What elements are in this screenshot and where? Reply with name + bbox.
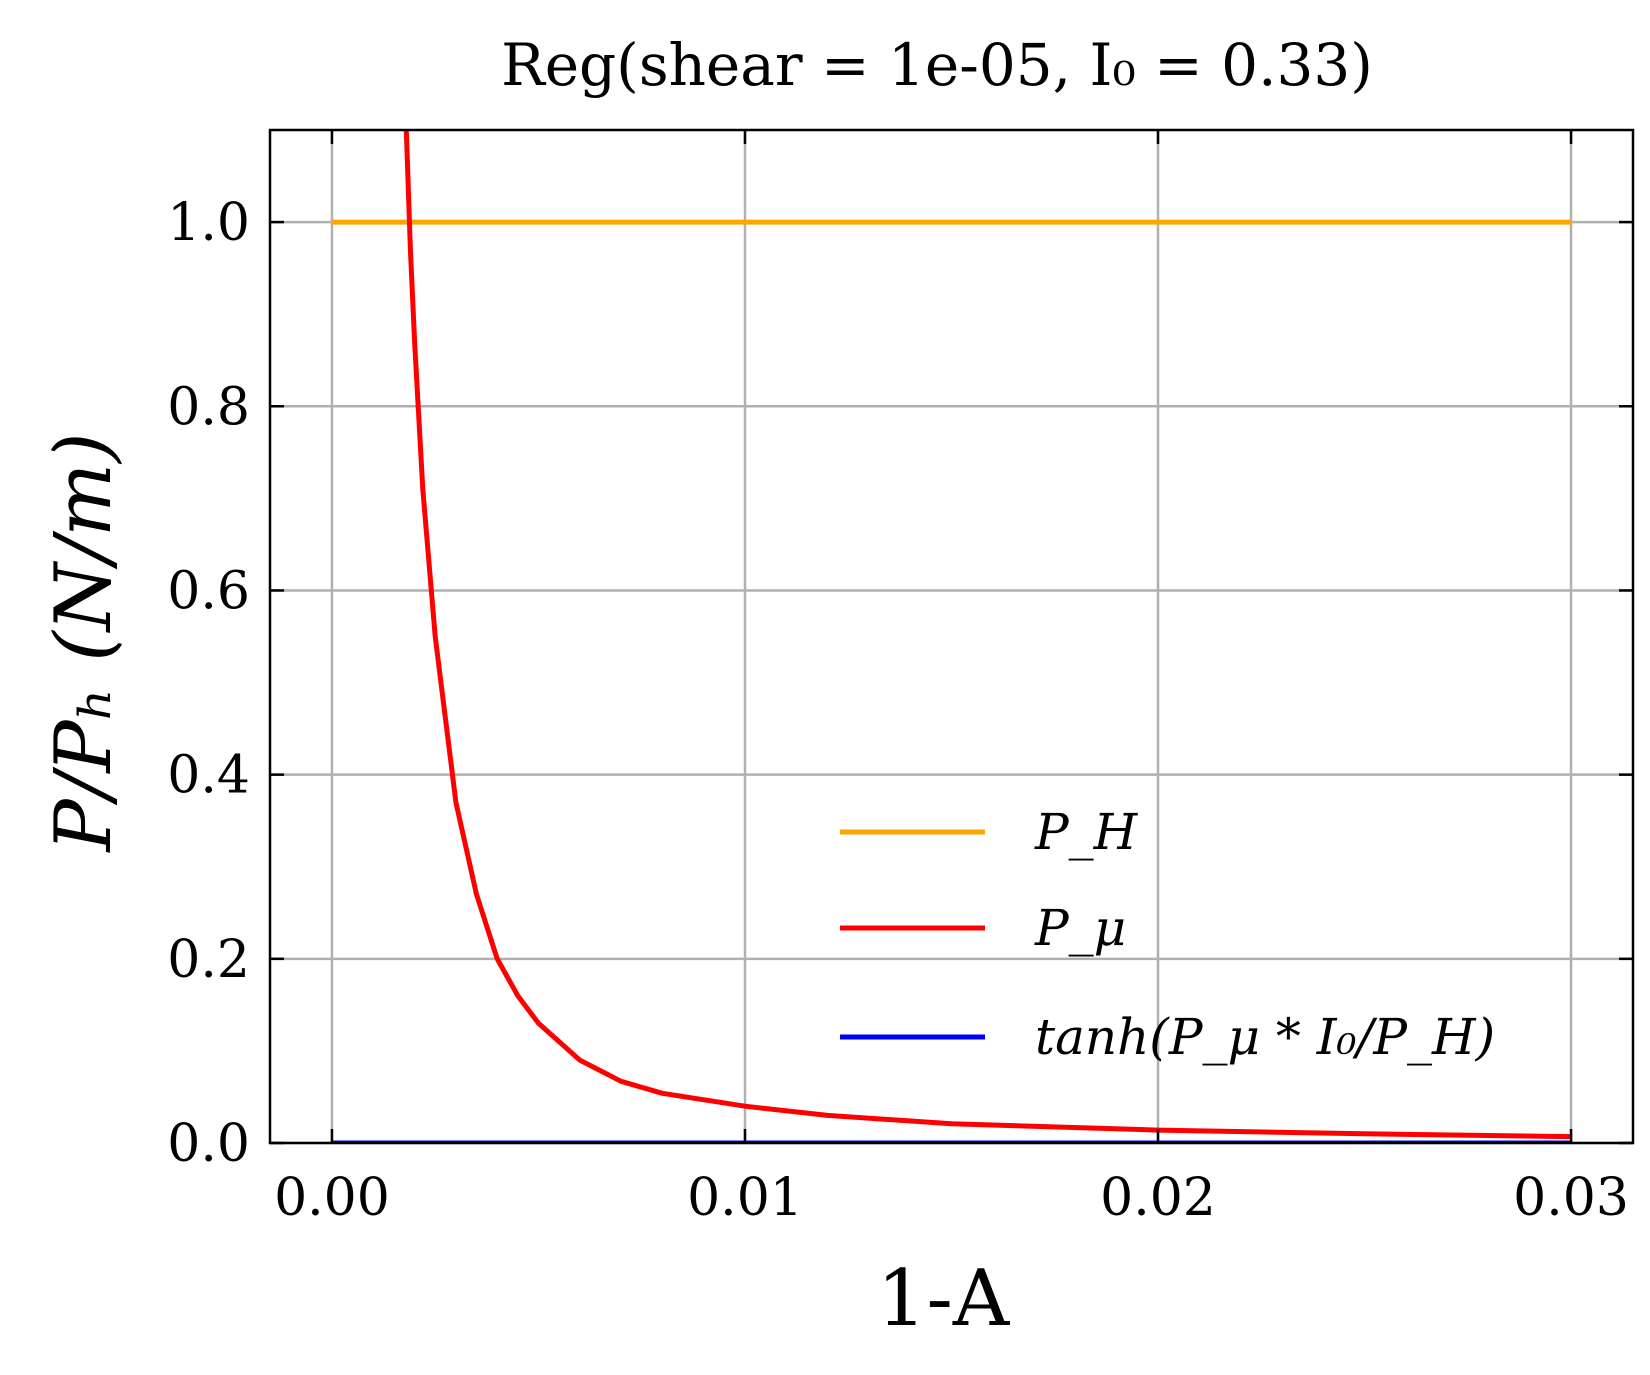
series-line-1 bbox=[403, 130, 1572, 1140]
y-axis-title: P/Pₕ (N/m) bbox=[39, 432, 129, 853]
legend: P_H P_μ tanh(P_μ * I₀/P_H) bbox=[840, 803, 1495, 1066]
y-tick-label: 0.6 bbox=[167, 561, 250, 621]
legend-label-2: tanh(P_μ * I₀/P_H) bbox=[1035, 1008, 1495, 1066]
legend-label-0: P_H bbox=[1034, 803, 1139, 861]
x-tick-label: 0.03 bbox=[1513, 1168, 1629, 1228]
plot-frame bbox=[268, 128, 1635, 1145]
x-tick-label: 0.01 bbox=[687, 1168, 803, 1228]
y-tick-label: 0.4 bbox=[167, 746, 250, 806]
axes bbox=[268, 128, 1635, 1145]
plot-series bbox=[332, 130, 1572, 1143]
y-tick-label: 1.0 bbox=[167, 193, 250, 253]
y-tick-label: 0.0 bbox=[167, 1114, 250, 1174]
legend-label-1: P_μ bbox=[1034, 899, 1126, 957]
tick-labels: 0.00 0.01 0.02 0.03 0.0 0.2 0.4 0.6 0.8 1.0 bbox=[167, 193, 1629, 1228]
chart-title: Reg(shear = 1e-05, I₀ = 0.33) bbox=[501, 31, 1373, 99]
x-tick-label: 0.02 bbox=[1100, 1168, 1216, 1228]
y-tick-label: 0.8 bbox=[167, 377, 250, 437]
y-tick-label: 0.2 bbox=[167, 930, 250, 990]
x-axis-title: 1-A bbox=[877, 1254, 1011, 1344]
grid-lines bbox=[270, 130, 1633, 1145]
x-tick-label: 0.00 bbox=[274, 1168, 390, 1228]
